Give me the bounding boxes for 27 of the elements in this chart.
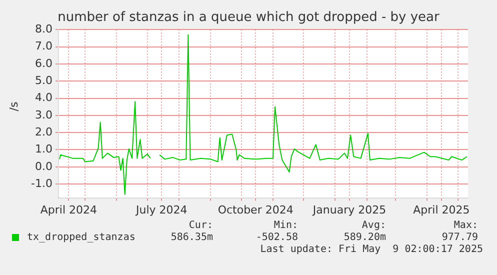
y-tick-label: 0.0 [34, 160, 52, 173]
y-tick-label: 3.0 [34, 108, 52, 122]
text: 586.35m [170, 232, 213, 243]
text: Last update: Fri May 9 02:00:17 2025 [260, 244, 483, 255]
text: 977.79 [442, 232, 478, 243]
y-tick-label: -1.0 [30, 176, 52, 190]
y-tick-label: 5.0 [34, 74, 52, 87]
text: Max: [454, 220, 478, 231]
x-tick-label: April 2024 [40, 203, 97, 216]
x-tick-label: April 2025 [413, 203, 470, 216]
y-tick-label: 2.0 [34, 125, 52, 138]
x-tick-label: January 2025 [312, 203, 386, 216]
text: 589.20m [344, 232, 386, 243]
text: Min: [274, 220, 298, 231]
y-tick-label: 1.0 [34, 142, 52, 156]
y-axis-title: /s [8, 100, 20, 114]
text: Cur: [188, 220, 213, 231]
chart-title: number of stanzas in a queue which got dropped - by year [58, 10, 440, 25]
x-tick-label: October 2024 [218, 203, 294, 216]
text: -502.58 [256, 232, 298, 243]
y-tick-label: 8.0 [34, 22, 52, 36]
legend-label: tx_dropped_stanzas [27, 232, 136, 243]
y-tick-label: 7.0 [34, 40, 52, 53]
text: Avg: [362, 220, 386, 231]
x-tick-label: July 2024 [134, 203, 188, 216]
y-tick-label: 4.0 [34, 91, 52, 104]
y-tick-label: 6.0 [34, 56, 52, 70]
